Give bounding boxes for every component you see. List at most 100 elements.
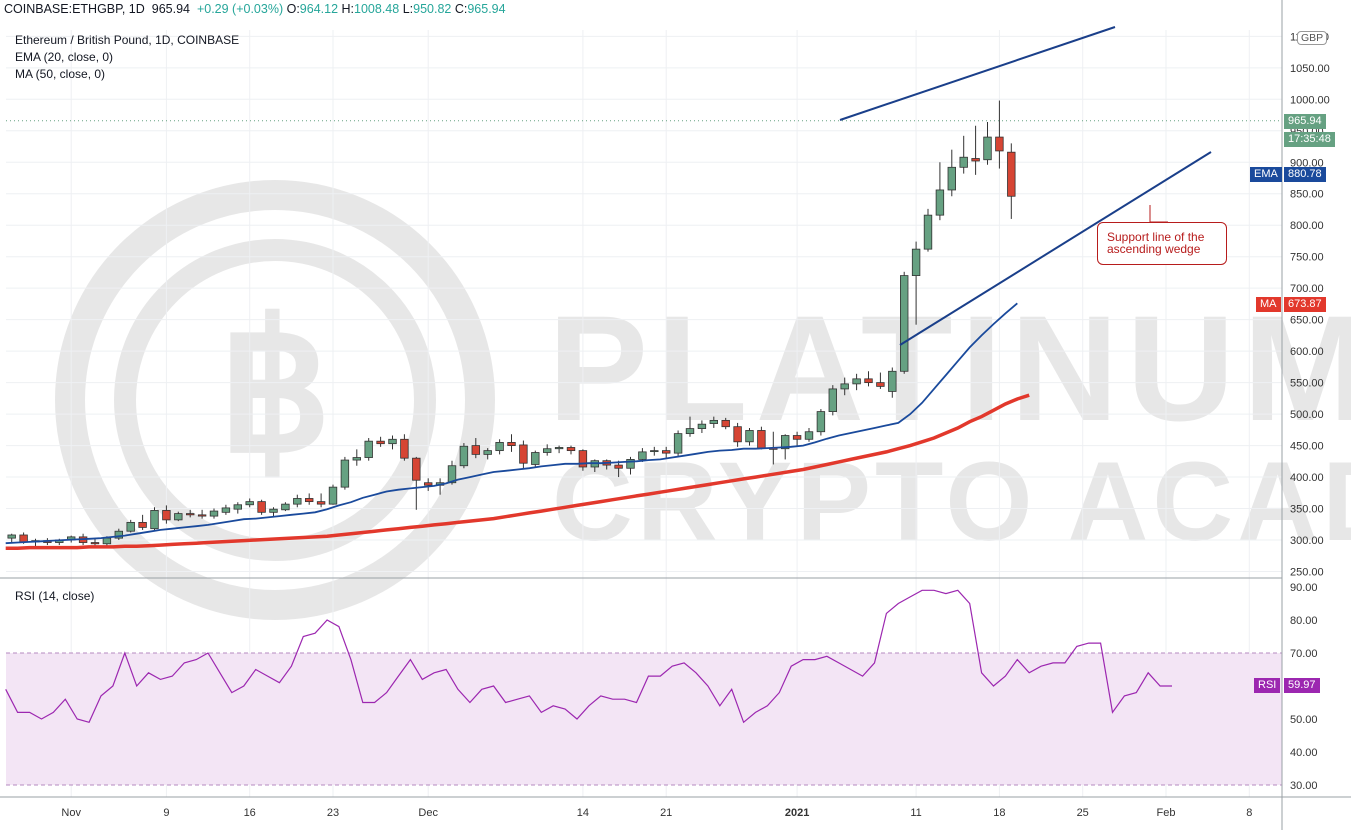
y-tick-label: 1050.00 xyxy=(1290,63,1330,75)
candle xyxy=(792,431,802,446)
currency-badge[interactable]: GBP xyxy=(1297,31,1328,45)
candle xyxy=(281,502,290,512)
ema-tag-label: EMA xyxy=(1250,167,1282,182)
candle xyxy=(1007,143,1016,219)
x-tick-label: Feb xyxy=(1157,807,1176,819)
candle xyxy=(495,439,504,455)
candle xyxy=(864,371,873,387)
candle xyxy=(197,509,207,519)
candle xyxy=(626,456,635,475)
candle xyxy=(911,241,921,325)
candle xyxy=(483,448,492,460)
candle xyxy=(388,435,397,450)
candle xyxy=(185,509,195,518)
candle xyxy=(947,149,956,197)
x-tick-label: 25 xyxy=(1077,807,1089,819)
y-tick-label: 850.00 xyxy=(1290,189,1324,201)
candle xyxy=(174,511,183,522)
close-label: C: xyxy=(454,2,468,16)
rsi-band xyxy=(6,652,1282,786)
rsi-line xyxy=(5,589,1172,724)
ema-tag: 880.78 xyxy=(1284,167,1326,182)
x-tick-label: 18 xyxy=(993,807,1005,819)
candle xyxy=(221,504,231,515)
candle xyxy=(673,430,683,457)
annotation-line-2: ascending wedge xyxy=(1107,242,1201,256)
candle xyxy=(364,438,373,461)
candle xyxy=(459,443,469,469)
candle xyxy=(543,444,552,456)
candle xyxy=(983,121,992,165)
candle xyxy=(269,507,278,518)
y-tick-label: 800.00 xyxy=(1290,220,1324,232)
candle xyxy=(554,445,564,454)
candle xyxy=(721,417,730,430)
rsi-tag: 59.97 xyxy=(1284,678,1320,693)
candle xyxy=(412,456,421,510)
candle xyxy=(804,427,814,442)
candle xyxy=(376,436,385,447)
rsi-tick-label: 30.00 xyxy=(1290,780,1318,792)
candle xyxy=(852,373,861,391)
rsi-tick-label: 80.00 xyxy=(1290,615,1318,627)
rsi-overbought-oversold-band xyxy=(6,653,1282,785)
candle xyxy=(876,372,885,389)
x-tick-label: 11 xyxy=(910,807,921,819)
candle xyxy=(757,426,766,450)
watermark-line-1: PLATINUM xyxy=(548,284,1351,452)
x-tick-label: 23 xyxy=(327,807,339,819)
candle xyxy=(423,478,433,491)
last-price: 965.94 xyxy=(151,2,190,16)
candle xyxy=(471,438,480,459)
candle xyxy=(888,367,897,398)
candle xyxy=(400,434,409,461)
candle xyxy=(257,499,266,515)
candle xyxy=(650,446,659,456)
candle xyxy=(304,493,314,505)
rsi-tick-label: 70.00 xyxy=(1290,648,1318,660)
rsi-legend[interactable]: RSI (14, close) xyxy=(15,589,95,603)
y-tick-label: 400.00 xyxy=(1290,472,1324,484)
ema-legend[interactable]: EMA (20, close, 0) xyxy=(15,50,114,64)
candle xyxy=(352,449,361,466)
ma-tag-label: MA xyxy=(1256,297,1281,312)
y-tick-label: 650.00 xyxy=(1290,315,1324,327)
candle xyxy=(138,514,147,530)
candle xyxy=(293,494,302,508)
candle xyxy=(245,498,254,508)
indicator-lines xyxy=(5,120,1282,724)
open-value: 964.12 xyxy=(299,2,339,16)
y-tick-label: 250.00 xyxy=(1290,567,1324,579)
ma-legend[interactable]: MA (50, close, 0) xyxy=(15,67,106,81)
wedge-resistance-line[interactable] xyxy=(839,26,1116,121)
wedge-annotation[interactable]: Support line of the ascending wedge xyxy=(1097,222,1227,265)
candle xyxy=(745,427,754,446)
rsi-tag-label: RSI xyxy=(1254,678,1281,693)
candle xyxy=(340,456,350,490)
x-tick-label: 8 xyxy=(1246,807,1252,819)
candle xyxy=(638,448,647,462)
price-tag: 965.94 xyxy=(1284,114,1326,129)
x-tick-label: 14 xyxy=(577,807,589,819)
callout-pointer xyxy=(1149,205,1168,223)
candle xyxy=(507,434,516,452)
y-tick-label: 900.00 xyxy=(1290,157,1324,169)
symbol-label: COINBASE:ETHGBP, 1D xyxy=(4,2,145,16)
candle xyxy=(233,502,242,514)
candle xyxy=(531,450,540,467)
candle xyxy=(578,449,588,471)
pair-legend[interactable]: Ethereum / British Pound, 1D, COINBASE xyxy=(15,33,240,47)
rsi-tick-label: 90.00 xyxy=(1290,582,1318,594)
candle xyxy=(162,505,171,524)
candle xyxy=(959,135,968,174)
wedge-support-line[interactable] xyxy=(899,151,1212,346)
y-tick-label: 450.00 xyxy=(1290,441,1324,453)
x-tick-label: Dec xyxy=(418,807,438,819)
candle xyxy=(697,420,707,433)
x-tick-label: 2021 xyxy=(785,807,809,819)
y-tick-label: 500.00 xyxy=(1290,409,1324,421)
candle xyxy=(114,528,123,541)
candle xyxy=(733,422,742,447)
high-value: 1008.48 xyxy=(354,2,400,16)
